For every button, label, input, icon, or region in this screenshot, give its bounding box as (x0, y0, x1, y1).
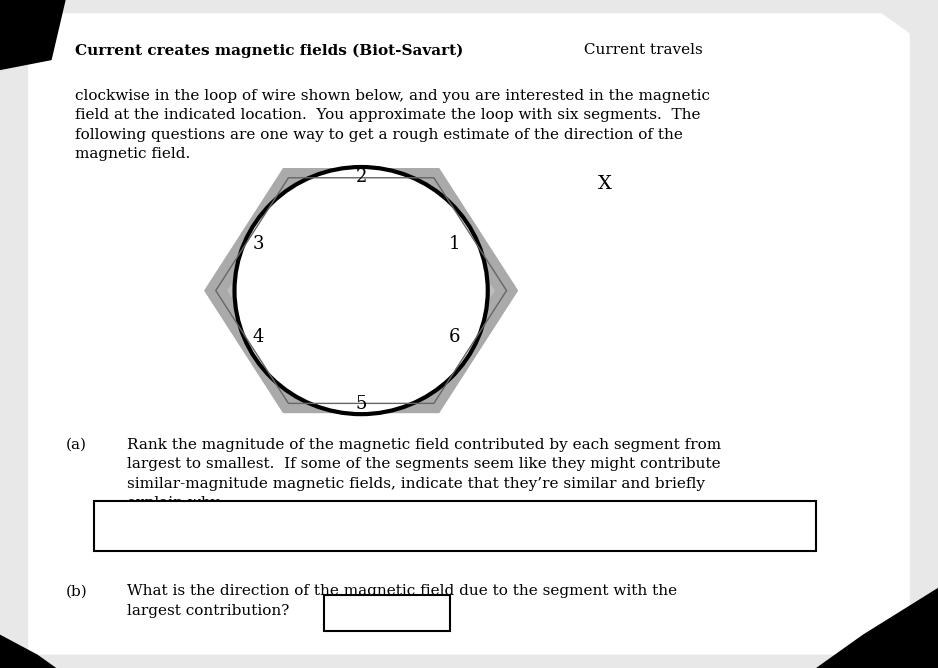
Polygon shape (216, 178, 507, 403)
Text: X: X (598, 175, 612, 192)
Text: (a): (a) (66, 438, 86, 452)
Polygon shape (0, 635, 56, 668)
Text: 1: 1 (449, 235, 461, 253)
Text: 6: 6 (449, 329, 461, 346)
Text: clockwise in the loop of wire shown below, and you are interested in the magneti: clockwise in the loop of wire shown belo… (75, 89, 710, 162)
Text: 5: 5 (356, 395, 367, 413)
Ellipse shape (234, 167, 488, 414)
Text: Current travels: Current travels (579, 43, 703, 57)
Text: 3: 3 (252, 235, 264, 253)
Text: Rank the magnitude of the magnetic field contributed by each segment from
larges: Rank the magnitude of the magnetic field… (127, 438, 720, 510)
Polygon shape (0, 0, 66, 70)
Bar (94, 501, 816, 551)
Polygon shape (28, 13, 910, 655)
Text: 4: 4 (252, 329, 264, 346)
Text: Current creates magnetic fields (Biot-Savart): Current creates magnetic fields (Biot-Sa… (75, 43, 463, 58)
Text: (b): (b) (66, 584, 87, 599)
Polygon shape (816, 588, 938, 668)
Bar (324, 595, 450, 631)
Text: What is the direction of the magnetic field due to the segment with the
largest : What is the direction of the magnetic fi… (127, 584, 676, 618)
Text: 2: 2 (356, 168, 367, 186)
